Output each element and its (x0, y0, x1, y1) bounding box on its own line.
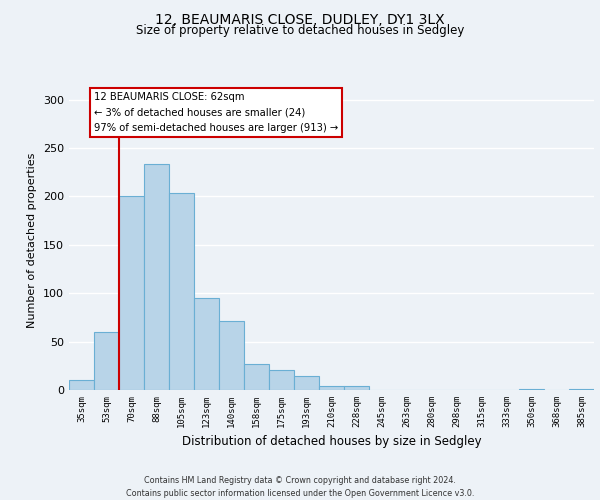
Bar (144, 164, 169, 390)
Bar (519, 389, 544, 390)
Bar (344, 386, 369, 390)
Text: Contains HM Land Registry data © Crown copyright and database right 2024.
Contai: Contains HM Land Registry data © Crown c… (126, 476, 474, 498)
Text: Size of property relative to detached houses in Sedgley: Size of property relative to detached ho… (136, 24, 464, 37)
Bar (69, 380, 94, 390)
Bar (119, 196, 144, 390)
X-axis label: Distribution of detached houses by size in Sedgley: Distribution of detached houses by size … (182, 436, 481, 448)
Bar (294, 376, 319, 390)
Text: 12 BEAUMARIS CLOSE: 62sqm
← 3% of detached houses are smaller (24)
97% of semi-d: 12 BEAUMARIS CLOSE: 62sqm ← 3% of detach… (94, 92, 338, 133)
Bar (169, 192, 194, 390)
Y-axis label: Number of detached properties: Number of detached properties (28, 152, 37, 328)
Bar (269, 370, 294, 390)
Bar (319, 386, 344, 390)
Bar (94, 332, 119, 390)
Bar (244, 364, 269, 390)
Bar (219, 322, 244, 390)
Text: 12, BEAUMARIS CLOSE, DUDLEY, DY1 3LX: 12, BEAUMARIS CLOSE, DUDLEY, DY1 3LX (155, 12, 445, 26)
Bar (194, 298, 219, 390)
Bar (569, 389, 594, 390)
